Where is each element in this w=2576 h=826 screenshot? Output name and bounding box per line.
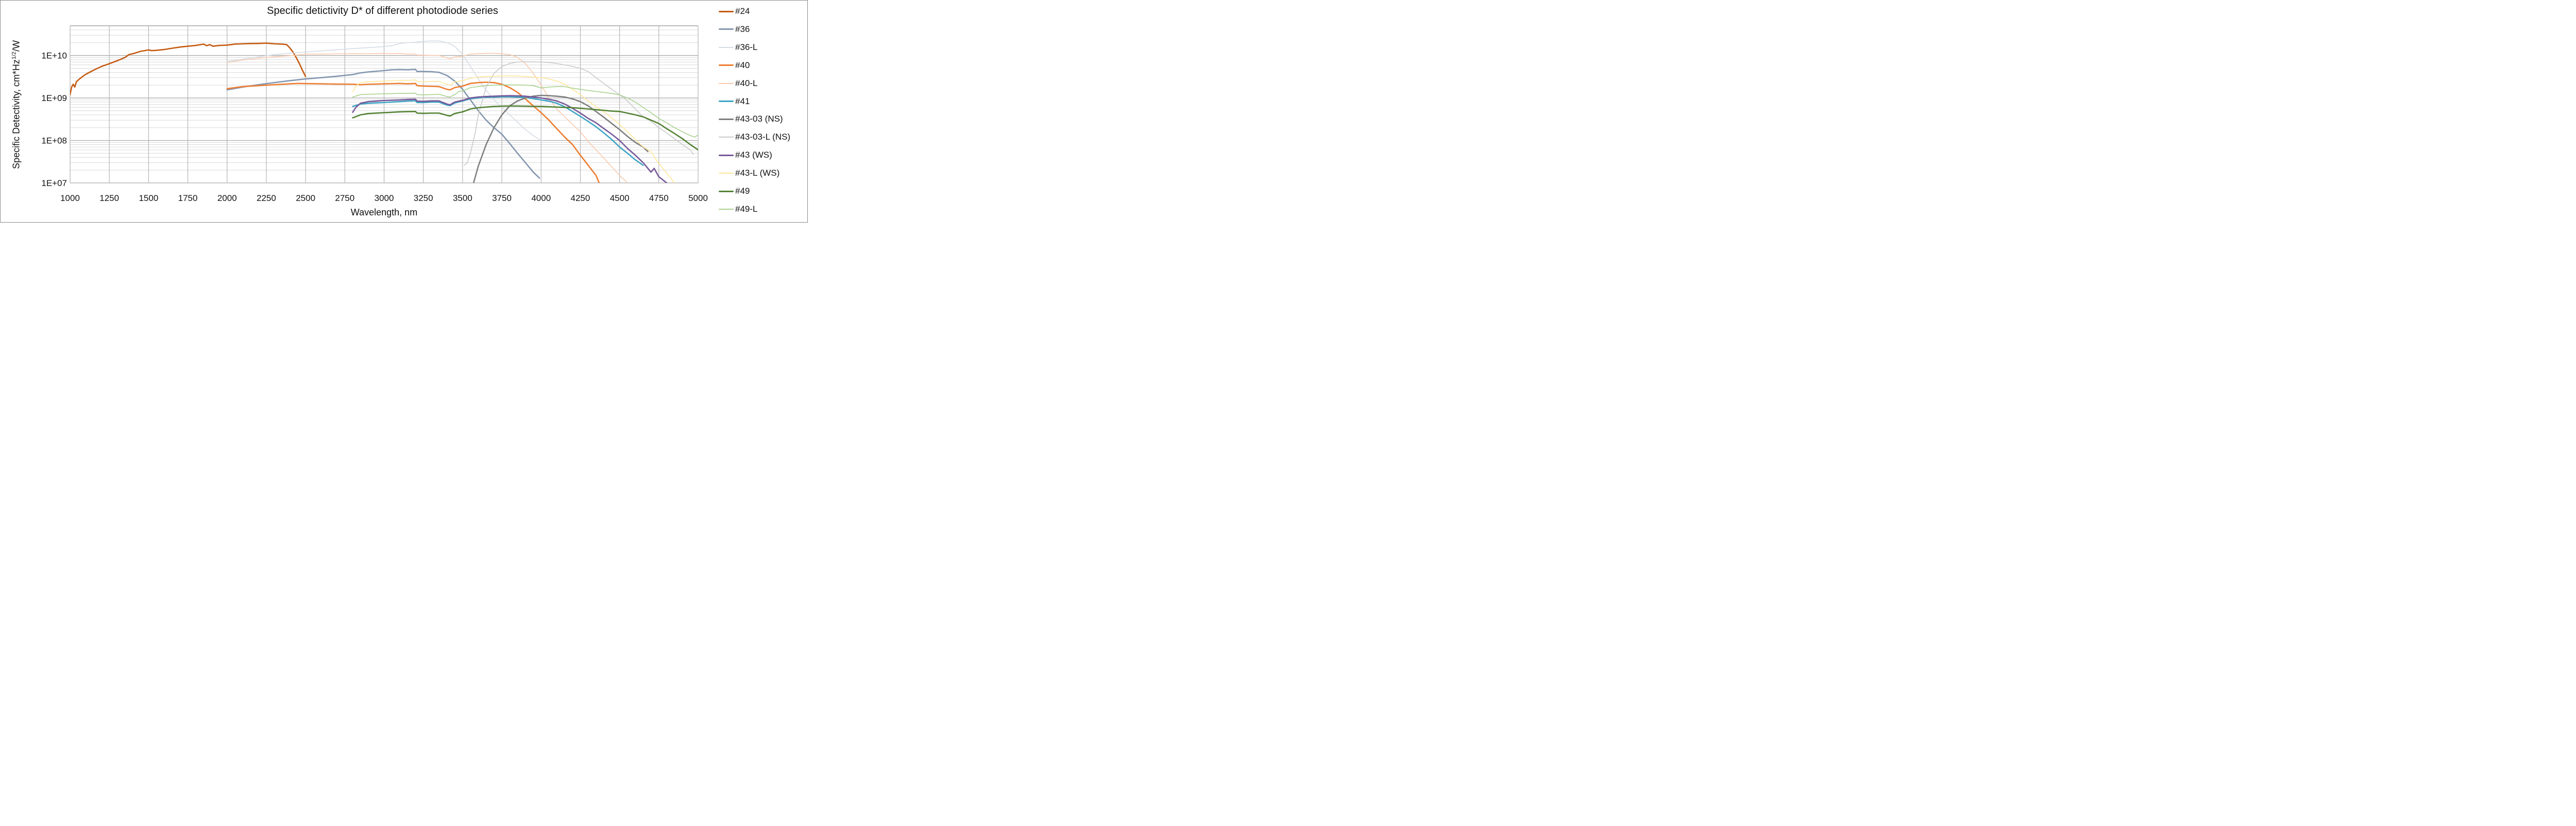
legend-swatch xyxy=(719,173,734,174)
series-line-43-03-l-ns xyxy=(464,61,694,166)
legend-swatch xyxy=(719,154,734,156)
legend-swatch xyxy=(719,100,734,102)
y-tick-label: 1E+07 xyxy=(41,178,67,188)
legend-label: #36 xyxy=(735,24,750,34)
series-line-43-03-ns xyxy=(472,94,649,183)
series-line-36-l xyxy=(226,40,542,141)
legend-label: #40-L xyxy=(735,78,758,88)
x-tick-label: 3500 xyxy=(453,193,472,203)
series-line-49-l xyxy=(352,84,698,138)
series-line-49 xyxy=(352,105,698,151)
legend-item: #49 xyxy=(719,185,750,197)
series-line-41 xyxy=(352,96,644,166)
y-tick-label: 1E+09 xyxy=(41,93,67,103)
x-tick-label: 4000 xyxy=(531,193,551,203)
x-tick-label: 2500 xyxy=(296,193,315,203)
x-tick-label: 4500 xyxy=(610,193,630,203)
y-tick-label: 1E+08 xyxy=(41,136,67,146)
legend-swatch xyxy=(719,46,734,48)
legend-label: #41 xyxy=(735,96,750,106)
x-axis-title: Wavelength, nm xyxy=(350,207,418,217)
legend-label: #36-L xyxy=(735,42,758,52)
x-tick-label: 4250 xyxy=(571,193,590,203)
x-tick-label: 2000 xyxy=(217,193,237,203)
legend-item: #43-L (WS) xyxy=(719,167,779,179)
series-line-43-l-ws xyxy=(352,75,675,183)
legend-item: #43-03 (NS) xyxy=(719,113,783,125)
x-tick-label: 3750 xyxy=(492,193,512,203)
legend-item: #36 xyxy=(719,23,750,36)
x-tick-label: 3250 xyxy=(414,193,433,203)
legend-swatch xyxy=(719,28,734,30)
legend-item: #24 xyxy=(719,5,750,18)
x-tick-label: 2750 xyxy=(335,193,354,203)
legend-label: #49-L xyxy=(735,204,758,214)
legend-label: #49 xyxy=(735,186,750,196)
legend-label: #43 (WS) xyxy=(735,150,772,160)
x-tick-label: 2250 xyxy=(257,193,276,203)
y-tick-label: 1E+10 xyxy=(41,51,67,61)
axis-labels: 1E+10 1E+09 1E+08 1E+07 1000 1250 1500 1750 2000… xyxy=(41,51,708,203)
legend-item: #40 xyxy=(719,59,750,72)
x-tick-label: 4750 xyxy=(649,193,669,203)
x-tick-label: 1750 xyxy=(178,193,198,203)
legend-item: #43-03-L (NS) xyxy=(719,131,790,143)
legend-swatch xyxy=(719,137,734,138)
legend-swatch xyxy=(719,208,734,210)
legend-label: #43-L (WS) xyxy=(735,168,780,178)
legend-swatch xyxy=(719,190,734,192)
series-line-40 xyxy=(226,81,600,183)
legend-swatch xyxy=(719,118,734,120)
x-tick-label: 1000 xyxy=(60,193,80,203)
x-tick-label: 3000 xyxy=(375,193,394,203)
chart-title: Specific detictivity D* of different pho… xyxy=(267,5,498,16)
series-line-40-l xyxy=(226,53,628,183)
plot-area: 1E+10 1E+09 1E+08 1E+07 1000 1250 1500 1750 2000… xyxy=(41,25,708,203)
series-line-24 xyxy=(70,42,307,95)
legend-item: #43 (WS) xyxy=(719,149,772,161)
x-tick-label: 5000 xyxy=(688,193,708,203)
x-tick-label: 1500 xyxy=(139,193,158,203)
legend-item: #41 xyxy=(719,95,750,108)
legend-item: #40-L xyxy=(719,77,757,90)
major-gridlines xyxy=(70,25,699,183)
legend-item: #49-L xyxy=(719,203,757,215)
legend-label: #43-03 (NS) xyxy=(735,114,783,124)
series-line-43-ws xyxy=(352,95,668,183)
legend-swatch xyxy=(719,10,734,12)
x-tick-label: 1250 xyxy=(99,193,119,203)
legend-swatch xyxy=(719,82,734,84)
legend-swatch xyxy=(719,64,734,66)
chart-frame xyxy=(0,0,808,223)
series-layer xyxy=(70,40,698,183)
legend-item: #36-L xyxy=(719,41,757,54)
legend-label: #43-03-L (NS) xyxy=(735,132,791,142)
legend-label: #40 xyxy=(735,60,750,70)
legend-label: #24 xyxy=(735,6,750,16)
series-line-36 xyxy=(226,69,540,179)
